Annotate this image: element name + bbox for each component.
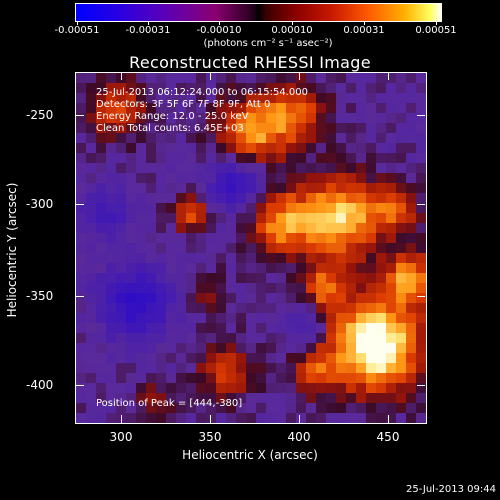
x-axis-label: Heliocentric X (arcsec) — [182, 448, 318, 462]
heatmap-image — [76, 73, 426, 423]
info-detectors: Detectors: 3F 5F 6F 7F 8F 9F, Att 0 — [96, 99, 271, 110]
y-tick-label: -300 — [26, 197, 54, 211]
info-energy-range: Energy Range: 12.0 - 25.0 keV — [96, 111, 249, 122]
axis-tick — [388, 72, 389, 80]
colorbar-units: (photons cm⁻² s⁻¹ asec⁻²) — [203, 38, 333, 49]
axis-tick — [299, 415, 300, 423]
axis-tick — [76, 204, 84, 205]
plot-title: Reconstructed RHESSI Image — [129, 53, 371, 72]
y-axis-label: Heliocentric Y (arcsec) — [5, 182, 19, 318]
info-clean-counts: Clean Total counts: 6.45E+03 — [96, 123, 244, 134]
axis-tick — [210, 415, 211, 423]
axis-tick — [417, 385, 425, 386]
colorbar-tick — [364, 21, 365, 25]
axis-tick — [417, 204, 425, 205]
colorbar-tick-label: -0.00051 — [54, 25, 100, 36]
x-tick-label: 400 — [287, 430, 311, 444]
y-tick-label: -400 — [26, 378, 54, 392]
axis-tick — [76, 296, 84, 297]
plot-timestamp: 25-Jul-2013 09:44 — [405, 484, 496, 495]
axis-tick — [121, 72, 122, 80]
colorbar-tick — [292, 21, 293, 25]
colorbar-tick — [436, 21, 437, 25]
axis-tick — [210, 72, 211, 80]
x-tick-label: 450 — [376, 430, 400, 444]
colorbar-tick-label: 0.00051 — [415, 25, 457, 36]
axis-tick — [299, 72, 300, 80]
axis-tick — [76, 115, 84, 116]
axis-tick — [417, 296, 425, 297]
colorbar-tick-label: -0.00010 — [196, 25, 242, 36]
colorbar-tick — [219, 21, 220, 25]
x-tick-label: 300 — [109, 430, 133, 444]
rhessi-image-plot: 25-Jul-2013 06:12:24.000 to 06:15:54.000… — [75, 72, 427, 424]
y-tick-label: -350 — [26, 289, 54, 303]
colorbar-tick — [77, 21, 78, 25]
y-tick-label: -250 — [26, 108, 54, 122]
colorbar — [75, 3, 442, 22]
axis-tick — [417, 115, 425, 116]
axis-tick — [388, 415, 389, 423]
x-tick-label: 350 — [198, 430, 222, 444]
axis-tick — [121, 415, 122, 423]
colorbar-tick-label: 0.00031 — [343, 25, 385, 36]
info-time-range: 25-Jul-2013 06:12:24.000 to 06:15:54.000 — [96, 87, 308, 98]
peak-position-label: Position of Peak = [444,-380] — [96, 398, 243, 409]
axis-tick — [76, 385, 84, 386]
colorbar-tick-label: 0.00010 — [271, 25, 313, 36]
colorbar-tick-label: -0.00031 — [125, 25, 171, 36]
colorbar-tick — [148, 21, 149, 25]
